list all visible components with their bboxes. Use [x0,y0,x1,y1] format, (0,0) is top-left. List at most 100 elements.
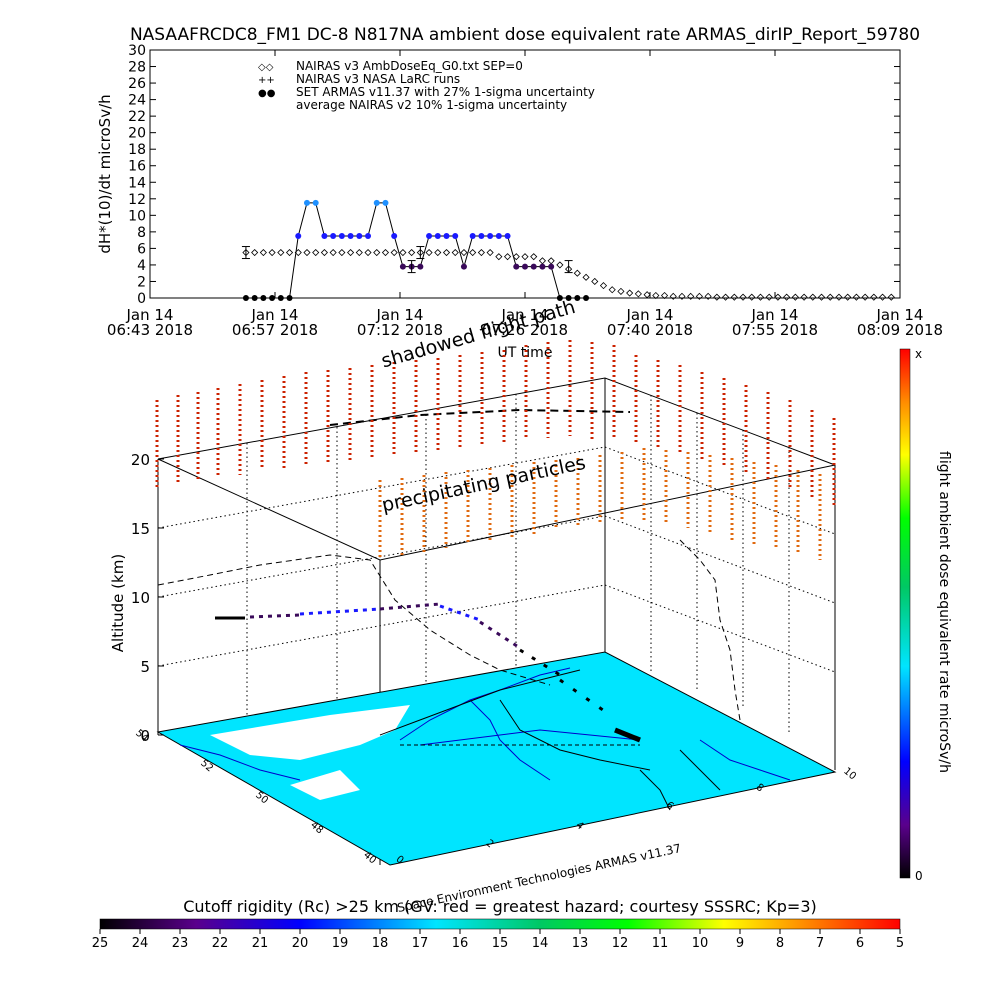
armas-point [347,233,354,239]
armas-point [303,199,310,206]
nairas-diamond-point [704,292,712,300]
nairas-diamond-point [774,293,782,301]
nairas-diamond-point [626,289,634,297]
nairas-diamond-point [826,293,834,301]
dose-rate-y-tick-label: 28 [128,60,146,76]
flight-3d-panel: shadowed flight path precipitating parti… [109,296,858,915]
nairas-diamond-point [425,248,433,257]
armas-point [286,295,293,301]
armas-point [356,233,363,239]
altitude-tick-label: 10 [131,589,150,607]
altitude-tick-label: 15 [131,520,150,538]
dose-rate-y-tick-label: 16 [128,159,146,175]
nairas-diamond-point [678,292,686,300]
dose-rate-x-tick-day: Jan 14 [251,306,299,324]
nairas-diamond-point [381,248,390,257]
nairas-diamond-point [817,293,826,301]
dose-rate-y-tick-label: 2 [137,274,146,290]
dose-rate-x-tick-day: Jan 14 [876,306,924,324]
bottom-colorbar-tick-label: 17 [412,936,429,951]
nairas-diamond-point [800,293,808,301]
bottom-colorbar-tick-label: 5 [896,936,904,951]
armas-point [417,263,424,270]
nairas-diamond-point [538,257,547,265]
armas-point [548,263,555,270]
armas-point [434,233,441,239]
dose-rate-x-tick-time: 08:09 2018 [857,321,943,339]
nairas-diamond-point [652,291,660,300]
nairas-diamond-point [687,292,695,300]
legend-label: NAIRAS v3 NASA LaRC runs [296,72,460,86]
nairas-diamond-point [878,293,887,301]
nairas-v3-series [242,248,895,301]
nairas-diamond-point [608,286,616,294]
nairas-diamond-point [373,248,381,257]
bottom-colorbar-ticks: 25 24 23 22 21 20 19 18 17 16 15 14 13 12 11 10 9 8 7 6 5 [92,929,904,951]
nairas-diamond-point [442,248,451,257]
bottom-colorbar-tick-label: 12 [612,936,629,951]
dose-rate-x-tick-day: Jan 14 [126,306,174,324]
armas-point [504,233,511,239]
armas-point [452,233,459,239]
legend-symbol: ●● [258,88,276,99]
map-borders [179,667,791,781]
bottom-colorbar-tick-label: 6 [856,936,864,951]
nairas-diamond-point [739,293,747,301]
armas-line [245,202,587,299]
dose-rate-y-tick-label: 22 [128,109,146,125]
bottom-colorbar-tick-label: 22 [212,936,229,951]
nairas-diamond-point [791,293,799,301]
shadowed-flight-path-top [329,408,631,426]
bottom-colorbar-tick-label: 7 [816,936,824,951]
armas-point [365,233,372,239]
nairas-diamond-point [547,257,555,265]
bottom-colorbar-tick-label: 20 [292,936,309,951]
right-colorbar-bottom: 0 [915,869,923,883]
dose-rate-x-tick-time: 07:55 2018 [732,321,818,339]
bottom-colorbar-tick-label: 25 [92,936,109,951]
nairas-diamond-point [329,248,337,257]
nairas-diamond-point [695,292,703,300]
armas-point [460,263,467,270]
legend-label: SET ARMAS v11.37 with 27% 1-sigma uncert… [296,85,595,99]
bottom-colorbar-tick-label: 24 [132,936,149,951]
nairas-diamond-point [530,253,538,261]
dose-rate-x-tick-time: 07:26 2018 [482,321,568,339]
bottom-colorbar-tick-label: 10 [692,936,709,951]
nairas-diamond-point [870,293,878,301]
bottom-colorbar-tick-label: 21 [252,936,269,951]
nairas-diamond-point [556,261,564,269]
error-bars [241,246,573,274]
right-colorbar-label: flight ambient dose equivalent rate micr… [936,451,952,773]
nairas-diamond-point [512,253,520,261]
dose-rate-x-tick-day: Jan 14 [626,306,674,324]
nairas-diamond-point [660,291,669,300]
bottom-colorbar-tick-label: 18 [372,936,389,951]
armas-point [583,295,590,301]
armas-point [295,233,302,239]
altitude-label: Altitude (km) [109,554,127,652]
nairas-diamond-point [285,248,294,257]
armas-point [399,263,406,270]
armas-point [321,233,328,239]
armas-point [277,295,284,301]
nairas-diamond-point [355,248,363,257]
armas-point [391,233,398,239]
nairas-diamond-point [722,293,730,301]
map-floor [156,651,837,866]
dose-rate-legend: ◇◇ NAIRAS v3 AmbDoseEq_G0.txt SEP=0 ++ NAIR… [258,59,595,112]
nairas-diamond-point [338,248,346,257]
nairas-diamond-point [730,293,738,301]
nairas-diamond-point [364,248,372,257]
right-colorbar: x 0 flight ambient dose equivalent rate … [899,347,952,883]
nairas-diamond-point [477,248,485,257]
armas-point [312,199,319,206]
nairas-diamond-point [399,248,407,257]
dose-rate-y-tick-label: 12 [128,192,146,208]
nairas-diamond-point [469,248,477,257]
longitude-tick-label: 10 [841,766,858,783]
armas-point [269,295,276,301]
nairas-diamond-point [844,293,852,301]
